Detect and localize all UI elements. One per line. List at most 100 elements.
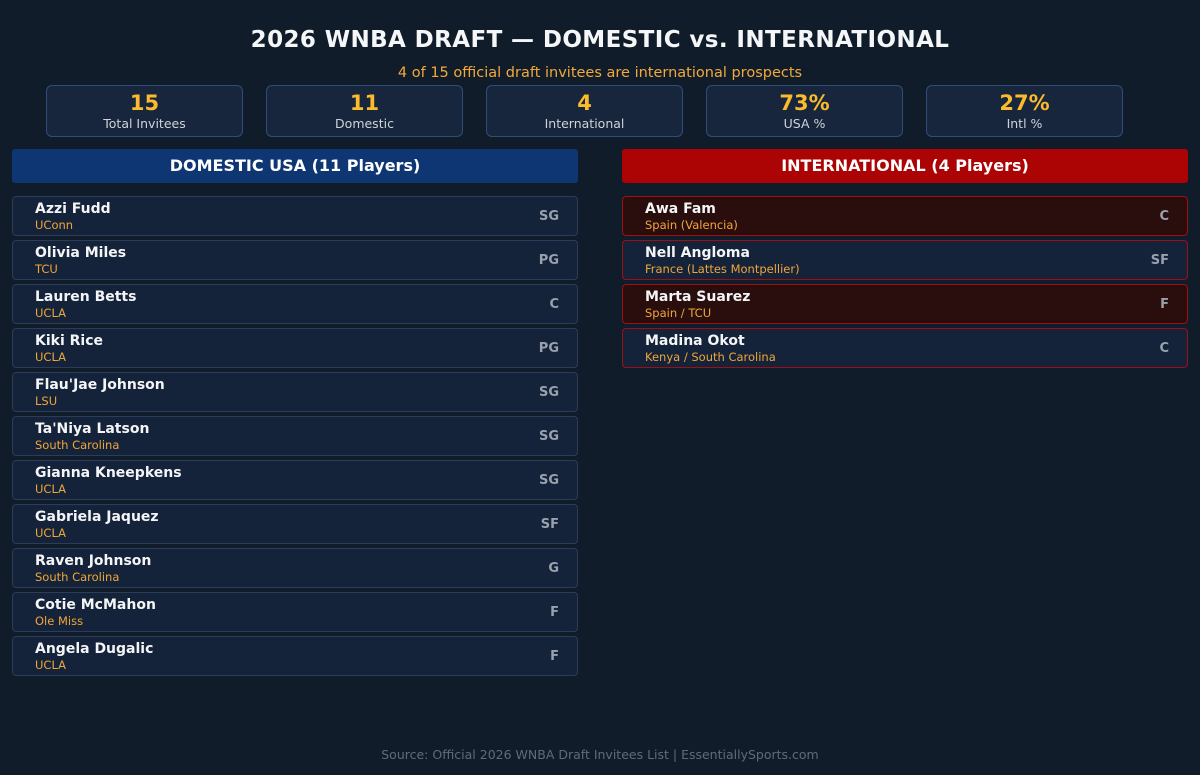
player-name: Angela Dugalic (35, 640, 154, 657)
player-name: Gabriela Jaquez (35, 508, 159, 525)
columns-container: DOMESTIC USA (11 Players) Azzi Fudd UConn… (12, 149, 1188, 680)
stat-value: 11 (349, 91, 380, 115)
stat-value: 4 (577, 91, 592, 115)
player-position: SG (538, 472, 559, 488)
player-name: Nell Angloma (645, 244, 750, 261)
player-row: Awa Fam Spain (Valencia) C (622, 196, 1188, 236)
player-info: Nell Angloma France (Lattes Montpellier) (645, 245, 800, 276)
stat-label: International (544, 116, 625, 131)
player-position: SG (538, 384, 559, 400)
stat-card: 73% USA % (706, 85, 903, 137)
player-name: Flau'Jae Johnson (35, 376, 165, 393)
player-info: Awa Fam Spain (Valencia) (645, 201, 738, 232)
player-school: UCLA (35, 481, 66, 496)
player-name: Madina Okot (645, 332, 745, 349)
domestic-header: DOMESTIC USA (11 Players) (12, 149, 578, 183)
player-school: Spain / TCU (645, 305, 712, 320)
player-name: Kiki Rice (35, 332, 104, 349)
player-name: Marta Suarez (645, 288, 751, 305)
international-column: INTERNATIONAL (4 Players) Awa Fam Spain (… (622, 149, 1188, 680)
stat-card: 11 Domestic (266, 85, 463, 137)
stat-value: 27% (999, 91, 1050, 115)
player-position: PG (538, 340, 559, 356)
player-position: F (1160, 296, 1169, 312)
player-school: Ole Miss (35, 613, 84, 628)
stat-card: 4 International (486, 85, 683, 137)
player-position: C (549, 296, 559, 312)
player-school: Spain (Valencia) (645, 217, 738, 232)
player-row: Ta'Niya Latson South Carolina SG (12, 416, 578, 456)
player-position: SG (538, 428, 559, 444)
player-row: Azzi Fudd UConn SG (12, 196, 578, 236)
player-row: Nell Angloma France (Lattes Montpellier) S… (622, 240, 1188, 280)
player-name: Awa Fam (645, 200, 716, 217)
player-row: Raven Johnson South Carolina G (12, 548, 578, 588)
player-school: UCLA (35, 525, 66, 540)
source-footer: Source: Official 2026 WNBA Draft Invitee… (381, 747, 819, 762)
domestic-player-list: Azzi Fudd UConn SG Olivia Miles TCU PG Lauren … (12, 196, 578, 676)
player-school: South Carolina (35, 437, 120, 452)
player-row: Olivia Miles TCU PG (12, 240, 578, 280)
stat-value: 15 (129, 91, 160, 115)
stat-label: Domestic (335, 116, 394, 131)
player-row: Angela Dugalic UCLA F (12, 636, 578, 676)
player-position: G (548, 560, 559, 576)
stat-label: Total Invitees (103, 116, 186, 131)
player-position: F (550, 604, 559, 620)
player-name: Ta'Niya Latson (35, 420, 150, 437)
stats-row: 15 Total Invitees 11 Domestic 4 International… (46, 85, 1123, 137)
player-row: Kiki Rice UCLA PG (12, 328, 578, 368)
player-info: Marta Suarez Spain / TCU (645, 289, 750, 320)
player-info: Gianna Kneepkens UCLA (35, 465, 182, 496)
player-name: Olivia Miles (35, 244, 127, 261)
player-row: Cotie McMahon Ole Miss F (12, 592, 578, 632)
stat-card: 15 Total Invitees (46, 85, 243, 137)
player-school: Kenya / South Carolina (645, 349, 776, 364)
player-info: Kiki Rice UCLA (35, 333, 103, 364)
player-info: Angela Dugalic UCLA (35, 641, 153, 672)
player-name: Lauren Betts (35, 288, 137, 305)
stat-value: 73% (779, 91, 830, 115)
stat-label: Intl % (1006, 116, 1043, 131)
player-school: UConn (35, 217, 74, 232)
player-info: Azzi Fudd UConn (35, 201, 111, 232)
player-row: Lauren Betts UCLA C (12, 284, 578, 324)
player-info: Gabriela Jaquez UCLA (35, 509, 159, 540)
international-player-list: Awa Fam Spain (Valencia) C Nell Angloma Fran… (622, 196, 1188, 368)
player-name: Raven Johnson (35, 552, 152, 569)
player-name: Azzi Fudd (35, 200, 111, 217)
domestic-column: DOMESTIC USA (11 Players) Azzi Fudd UConn… (12, 149, 578, 680)
international-header: INTERNATIONAL (4 Players) (622, 149, 1188, 183)
player-name: Gianna Kneepkens (35, 464, 182, 481)
player-row: Marta Suarez Spain / TCU F (622, 284, 1188, 324)
player-info: Raven Johnson South Carolina (35, 553, 151, 584)
player-position: C (1159, 340, 1169, 356)
player-info: Lauren Betts UCLA (35, 289, 136, 320)
player-row: Gabriela Jaquez UCLA SF (12, 504, 578, 544)
player-info: Cotie McMahon Ole Miss (35, 597, 156, 628)
player-info: Flau'Jae Johnson LSU (35, 377, 165, 408)
player-school: UCLA (35, 657, 66, 672)
player-school: TCU (35, 261, 58, 276)
player-position: C (1159, 208, 1169, 224)
player-position: PG (538, 252, 559, 268)
player-position: SF (1150, 252, 1169, 268)
player-school: South Carolina (35, 569, 120, 584)
player-school: UCLA (35, 305, 66, 320)
stat-label: USA % (783, 116, 826, 131)
page-title: 2026 WNBA DRAFT — DOMESTIC vs. INTERNATI… (250, 27, 950, 53)
stat-card: 27% Intl % (926, 85, 1123, 137)
player-row: Flau'Jae Johnson LSU SG (12, 372, 578, 412)
page-subtitle: 4 of 15 official draft invitees are inte… (397, 65, 803, 81)
player-school: LSU (35, 393, 58, 408)
player-info: Ta'Niya Latson South Carolina (35, 421, 149, 452)
player-row: Gianna Kneepkens UCLA SG (12, 460, 578, 500)
player-school: UCLA (35, 349, 66, 364)
player-position: SG (538, 208, 559, 224)
player-info: Olivia Miles TCU (35, 245, 126, 276)
player-row: Madina Okot Kenya / South Carolina C (622, 328, 1188, 368)
player-position: F (550, 648, 559, 664)
player-info: Madina Okot Kenya / South Carolina (645, 333, 776, 364)
player-school: France (Lattes Montpellier) (645, 261, 800, 276)
